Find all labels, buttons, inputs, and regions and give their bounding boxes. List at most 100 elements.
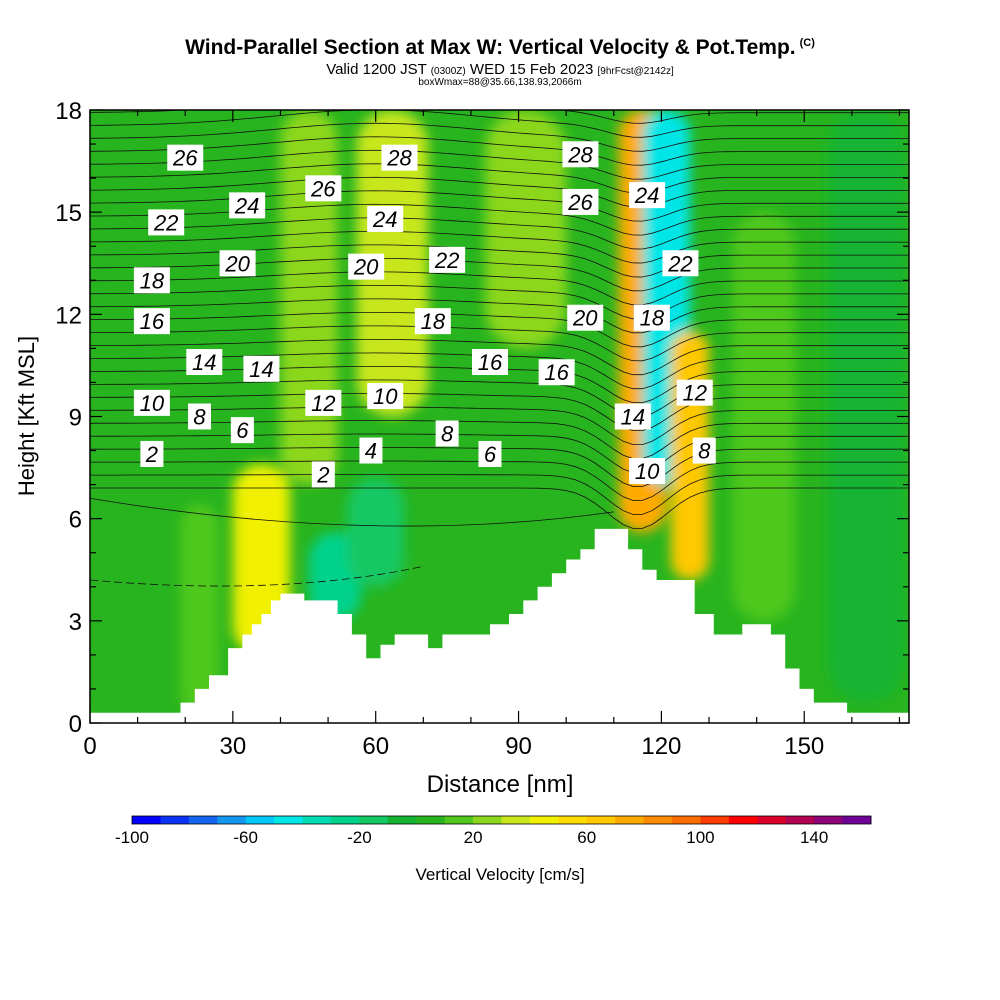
svg-text:26: 26 — [310, 176, 336, 201]
x-tick-label: 150 — [784, 733, 824, 760]
svg-text:10: 10 — [635, 459, 660, 484]
colorbar-swatch — [785, 816, 815, 824]
isentrope-line — [90, 298, 909, 334]
svg-text:14: 14 — [621, 405, 645, 430]
colorbar-tick-label: -60 — [233, 828, 258, 847]
colorbar-swatch — [558, 816, 588, 824]
isentrope-label: 14 — [186, 349, 223, 376]
colorbar-swatch — [700, 816, 730, 824]
isentrope-label: 16 — [133, 308, 170, 335]
y-tick-label: 6 — [69, 507, 82, 534]
svg-text:12: 12 — [682, 381, 706, 406]
isentrope-line — [90, 136, 909, 166]
isentrope-line — [90, 149, 909, 180]
svg-text:20: 20 — [572, 306, 598, 331]
svg-text:14: 14 — [249, 357, 273, 382]
svg-text:10: 10 — [373, 384, 398, 409]
isentrope-line — [90, 231, 909, 264]
isentrope-line — [90, 325, 909, 362]
isentrope-line — [90, 379, 909, 417]
x-tick-label: 90 — [505, 733, 532, 760]
velocity-cell — [485, 110, 567, 349]
velocity-cell — [732, 212, 795, 621]
isentrope-label: 24 — [229, 192, 266, 219]
isentrope-label: 20 — [219, 250, 256, 277]
colorbar-swatch — [501, 816, 531, 824]
isentrope-line — [90, 271, 909, 306]
isentrope-label: 8 — [435, 420, 459, 447]
isentrope-label: 20 — [567, 304, 604, 331]
colorbar-swatch — [245, 816, 275, 824]
isentrope-label: 26 — [305, 175, 342, 202]
svg-text:18: 18 — [640, 306, 665, 331]
isentrope-label: 14 — [614, 403, 651, 430]
x-tick-label: 0 — [83, 733, 96, 760]
colorbar-swatch — [416, 816, 446, 824]
isentrope-line — [90, 163, 909, 194]
svg-text:2: 2 — [145, 442, 158, 467]
isentrope-label: 2 — [311, 461, 335, 488]
isentrope-line — [90, 406, 909, 446]
isentrope-label: 10 — [133, 389, 170, 416]
isentrope-label: 26 — [562, 188, 599, 215]
isentrope-label: 12 — [676, 379, 713, 406]
isentrope-label: 8 — [692, 437, 716, 464]
isentrope-label: 4 — [359, 437, 383, 464]
isentrope-label: 8 — [188, 403, 212, 430]
colorbar-swatch — [274, 816, 304, 824]
svg-text:26: 26 — [172, 146, 198, 171]
terrain-mask — [90, 528, 909, 723]
svg-text:10: 10 — [140, 391, 165, 416]
svg-text:22: 22 — [667, 251, 692, 276]
isentrope-line — [90, 176, 909, 208]
isentrope-label: 22 — [662, 250, 699, 277]
isentrope-line — [90, 285, 909, 320]
svg-text:22: 22 — [434, 248, 459, 273]
isentrope-label: 28 — [381, 144, 418, 171]
isentrope-label: 22 — [148, 209, 185, 236]
colorbar-swatch — [672, 816, 701, 824]
isentrope-label: 14 — [243, 355, 280, 382]
chart-title: Wind-Parallel Section at Max W: Vertical… — [185, 36, 815, 59]
isentrope-line — [90, 122, 909, 152]
isentrope-line — [90, 420, 909, 459]
svg-text:16: 16 — [140, 309, 165, 334]
svg-text:28: 28 — [386, 146, 412, 171]
svg-text:18: 18 — [421, 309, 446, 334]
colorbar-tick-label: -100 — [115, 828, 149, 847]
colorbar-tick-label: 20 — [464, 828, 483, 847]
isentrope-line — [90, 565, 424, 587]
colorbar-tick-label: 60 — [577, 828, 596, 847]
isentrope-line — [90, 110, 909, 138]
isentrope-line — [90, 217, 909, 250]
isentrope-label: 6 — [478, 440, 502, 467]
x-tick-label: 60 — [362, 733, 389, 760]
colorbar-tick-label: 100 — [686, 828, 714, 847]
isentrope-label: 24 — [629, 182, 666, 209]
svg-text:6: 6 — [484, 442, 497, 467]
isentrope-label: 16 — [538, 359, 575, 386]
isentrope-line — [90, 339, 909, 376]
svg-text:16: 16 — [544, 360, 569, 385]
velocity-cell — [828, 110, 905, 703]
colorbar: -100 -60 -20 20 60 100 140 — [115, 815, 872, 847]
y-axis: 0 3 6 9 12 15 18 — [55, 98, 909, 738]
isentrope-label: 18 — [414, 308, 451, 335]
isentrope-label: 6 — [230, 417, 254, 444]
y-axis-label: Height [Kft MSL] — [14, 336, 39, 496]
x-tick-label: 30 — [219, 733, 246, 760]
x-tick-label: 120 — [641, 733, 681, 760]
isentrope-label: 18 — [633, 304, 670, 331]
colorbar-swatch — [842, 816, 872, 824]
isentrope-line — [90, 190, 909, 222]
svg-text:24: 24 — [634, 183, 659, 208]
y-tick-label: 0 — [69, 711, 82, 738]
isentrope-label: 10 — [367, 383, 404, 410]
isentrope-line — [90, 474, 909, 515]
svg-text:26: 26 — [567, 190, 593, 215]
isentrope-line — [90, 497, 614, 527]
svg-text:6: 6 — [236, 418, 249, 443]
